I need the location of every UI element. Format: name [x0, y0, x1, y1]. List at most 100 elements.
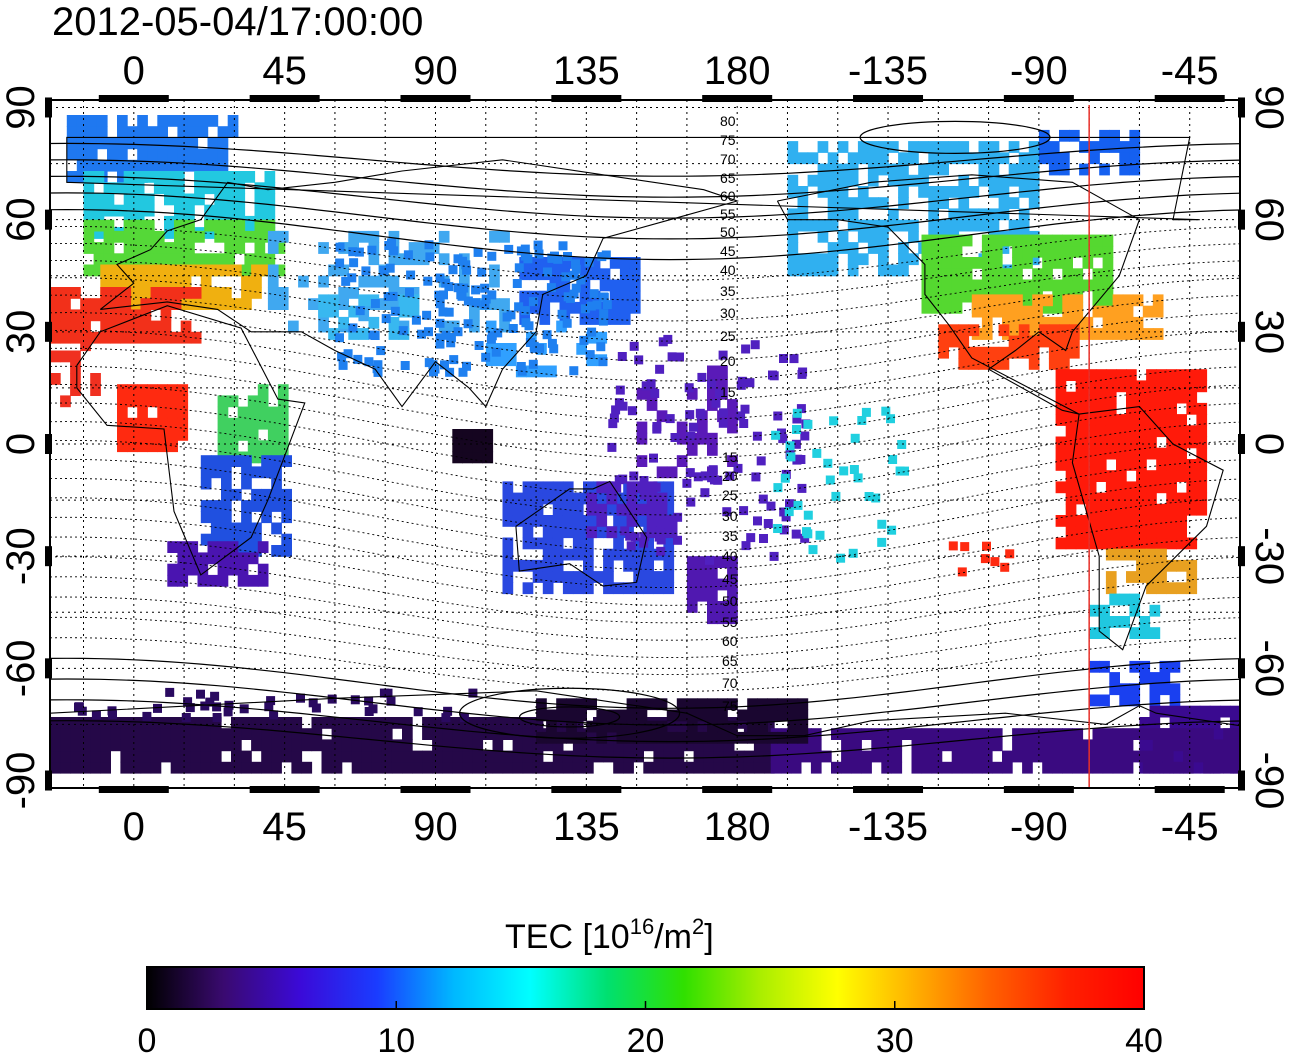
tec-cell	[686, 731, 698, 744]
tec-cell	[971, 750, 983, 763]
tec-cell	[160, 309, 172, 322]
tec-cell	[244, 264, 256, 277]
tec-cell	[200, 500, 212, 512]
tec-cell	[117, 406, 128, 419]
tec-cell	[1203, 739, 1214, 752]
tec-cell	[693, 739, 705, 752]
tec-cell	[535, 343, 544, 353]
tec-cell	[351, 717, 363, 729]
tec-cell	[1018, 219, 1030, 232]
tec-cell	[888, 455, 898, 464]
tec-cell	[83, 193, 95, 206]
tec-cell	[80, 331, 91, 344]
tec-cell	[167, 115, 178, 127]
tec-cell	[398, 305, 410, 318]
tec-cell	[931, 234, 943, 247]
tec-cell	[1122, 761, 1134, 774]
tec-cell	[713, 739, 725, 752]
lat-tick-label: -30	[0, 527, 43, 585]
tec-cell	[633, 537, 644, 550]
tec-cell	[1109, 129, 1120, 142]
tec-cell	[663, 548, 675, 561]
tec-cell	[627, 406, 637, 416]
tec-cell	[502, 503, 514, 516]
tec-cell	[1173, 761, 1184, 774]
tec-cell	[861, 407, 871, 417]
tec-cell	[1142, 328, 1154, 340]
tec-cell	[676, 455, 688, 467]
tec-cell	[562, 548, 574, 561]
tec-cell	[80, 750, 91, 763]
tec-cell	[103, 253, 115, 266]
tec-cell	[837, 197, 849, 209]
tec-cell	[1075, 537, 1087, 550]
tec-cell	[137, 429, 148, 441]
tec-cell	[321, 717, 333, 729]
tec-cell	[408, 294, 420, 307]
tec-cell	[1105, 492, 1117, 505]
tec-cell	[204, 204, 215, 217]
tec-cell	[958, 346, 970, 359]
tec-cell	[257, 395, 269, 408]
tec-cell	[1065, 515, 1077, 527]
tec-cell	[1119, 141, 1130, 153]
tec-cell	[1085, 470, 1097, 482]
tec-cell	[707, 589, 718, 602]
tec-cell	[1099, 141, 1110, 153]
tec-cell	[177, 148, 189, 161]
tec-cell	[398, 326, 408, 336]
tec-cell	[1022, 316, 1033, 329]
tec-cell	[827, 219, 839, 232]
tec-cell	[150, 728, 162, 740]
tec-cell	[1059, 324, 1070, 337]
tec-cell	[205, 697, 215, 707]
tec-region	[117, 384, 189, 453]
tec-cell	[931, 268, 943, 281]
tec-cell	[807, 152, 819, 165]
tec-cell	[217, 563, 229, 576]
tec-cell	[110, 275, 121, 288]
tec-cell	[931, 301, 943, 314]
tec-cell	[217, 137, 229, 150]
tec-cell	[797, 264, 809, 277]
tec-cell	[1012, 279, 1023, 292]
tec-cell	[93, 253, 105, 266]
tec-cell	[802, 527, 811, 537]
tec-cell	[472, 728, 484, 740]
tec-cell	[991, 268, 1003, 281]
tec-cell	[469, 309, 480, 322]
tec-cell	[971, 761, 983, 774]
tec-cell	[432, 739, 443, 752]
tec-cell	[520, 244, 530, 254]
tec-cell	[609, 279, 621, 292]
tec-cell	[757, 698, 768, 711]
tec-cell	[127, 395, 138, 408]
tec-cell	[542, 492, 554, 505]
tec-cell	[221, 761, 232, 774]
tec-cell	[472, 717, 484, 729]
tec-cell	[1099, 163, 1110, 176]
tec-cell	[1186, 470, 1198, 482]
frame-tick	[1238, 770, 1245, 791]
tec-cell	[432, 717, 443, 729]
tec-cell	[1022, 750, 1033, 763]
tec-cell	[1102, 750, 1114, 763]
tec-cell	[961, 290, 973, 303]
tec-cell	[743, 761, 755, 774]
tec-cell	[619, 279, 631, 292]
frame-tick	[249, 95, 320, 102]
tec-cell	[583, 559, 594, 572]
frame-tick	[400, 786, 471, 793]
tec-cell	[60, 287, 71, 299]
tec-cell	[264, 702, 274, 712]
tec-cell	[1102, 257, 1114, 269]
tec-cell	[452, 451, 463, 464]
tec-cell	[717, 612, 728, 625]
tec-cell	[368, 316, 380, 329]
tec-cell	[130, 320, 142, 333]
tec-cell	[167, 159, 178, 172]
tec-cell	[1082, 739, 1094, 752]
tec-cell	[857, 152, 869, 165]
tec-cell	[703, 739, 715, 752]
tec-cell	[958, 197, 970, 209]
